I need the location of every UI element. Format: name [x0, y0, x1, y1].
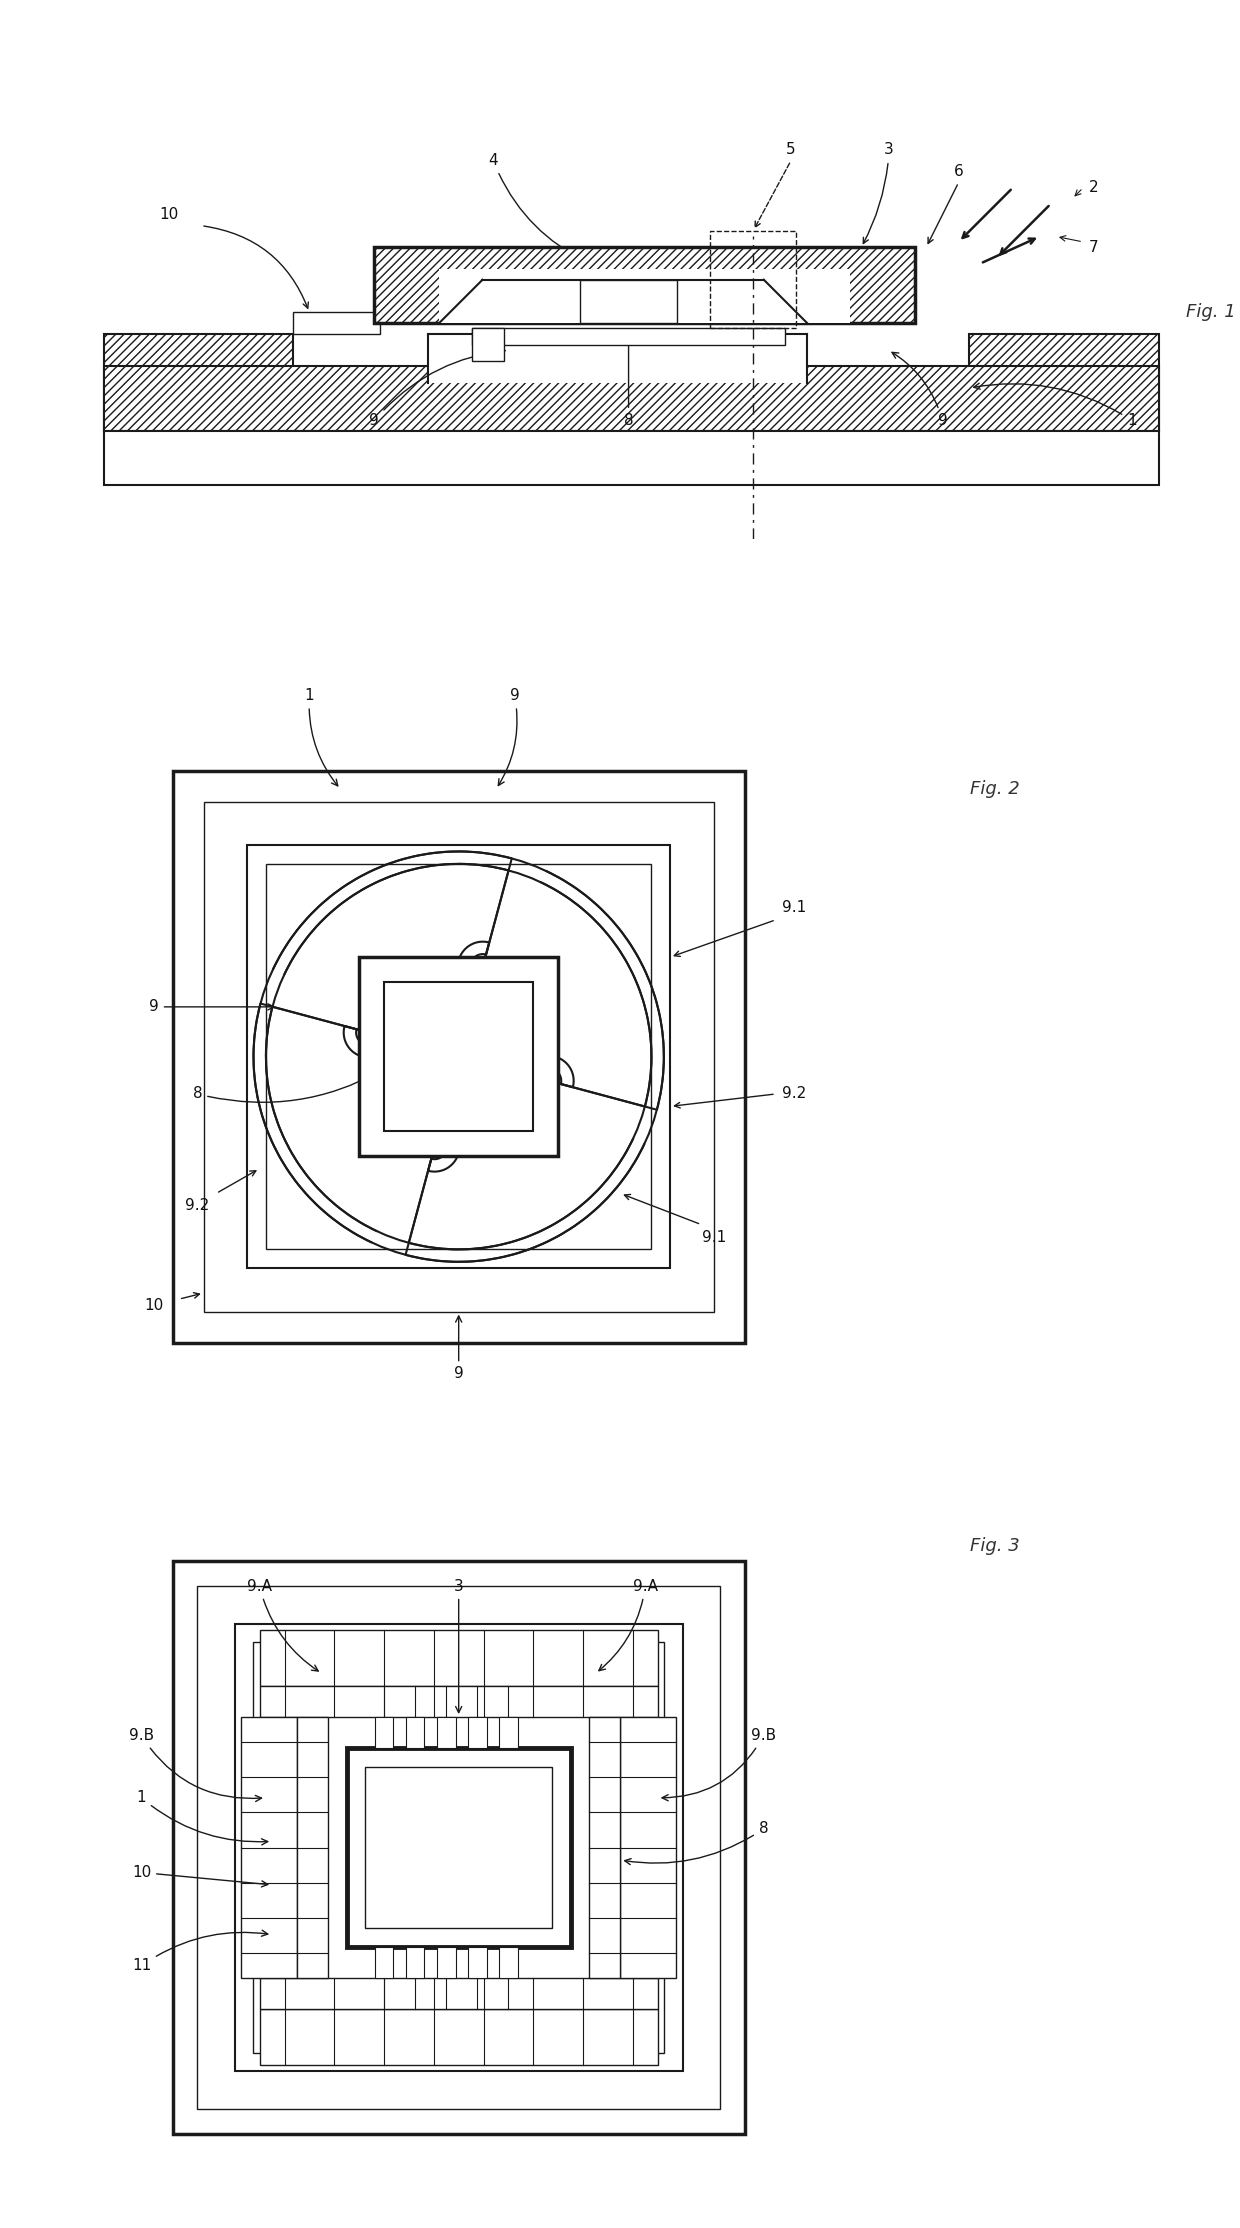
Bar — [709, 232, 796, 328]
Bar — [104, 432, 1159, 486]
Text: 9.A: 9.A — [247, 1580, 319, 1671]
Text: 1: 1 — [973, 383, 1137, 428]
Bar — [241, 1718, 296, 1978]
Text: Fig. 1: Fig. 1 — [1185, 303, 1235, 321]
Text: 9.B: 9.B — [662, 1729, 776, 1800]
Bar — [347, 1749, 570, 1947]
Text: 7: 7 — [1089, 241, 1099, 254]
Bar — [296, 1718, 329, 1978]
Bar — [259, 1687, 657, 1718]
Bar — [580, 281, 677, 323]
Bar — [436, 1718, 455, 1749]
Bar — [471, 328, 785, 345]
Bar — [500, 1718, 518, 1749]
Text: 9: 9 — [498, 688, 520, 786]
Bar — [247, 844, 670, 1268]
Text: 9.1: 9.1 — [702, 1230, 725, 1245]
Bar — [259, 1631, 657, 1687]
Bar — [259, 2010, 657, 2065]
Bar — [405, 1718, 424, 1749]
Text: 10: 10 — [144, 1299, 164, 1312]
Bar — [500, 1947, 518, 1978]
Bar — [360, 958, 558, 1156]
Bar — [366, 1767, 552, 1929]
Bar — [436, 1947, 455, 1978]
Bar — [253, 1642, 663, 2052]
Bar — [471, 328, 505, 361]
Text: 8: 8 — [625, 1823, 769, 1865]
Text: 9.2: 9.2 — [185, 1199, 210, 1214]
Bar — [374, 247, 915, 323]
Text: 5: 5 — [786, 143, 796, 158]
Bar — [589, 1718, 620, 1978]
Text: 9: 9 — [892, 352, 947, 428]
Bar — [104, 365, 1159, 432]
Text: 1: 1 — [305, 688, 337, 786]
Text: 3: 3 — [454, 1580, 464, 1713]
Bar — [234, 1624, 682, 2072]
Text: Fig. 3: Fig. 3 — [970, 1537, 1019, 1555]
Text: 3: 3 — [883, 143, 893, 158]
Text: 2: 2 — [1089, 180, 1099, 196]
Text: 8: 8 — [192, 1072, 381, 1103]
Bar — [197, 1586, 720, 2108]
Text: 9.B: 9.B — [129, 1729, 262, 1802]
Bar — [374, 1718, 393, 1749]
Bar — [620, 1718, 676, 1978]
Text: 9.A: 9.A — [599, 1580, 657, 1671]
Text: 9.1: 9.1 — [782, 900, 807, 916]
Text: 9: 9 — [454, 1317, 464, 1381]
Bar — [467, 1718, 486, 1749]
Bar — [104, 334, 293, 432]
Text: 9.2: 9.2 — [782, 1087, 807, 1101]
Bar — [265, 864, 651, 1250]
Bar — [374, 1947, 393, 1978]
Bar — [405, 1947, 424, 1978]
Text: 4: 4 — [489, 154, 587, 263]
Bar — [203, 802, 714, 1312]
Text: 1: 1 — [136, 1791, 268, 1845]
Text: 9: 9 — [370, 348, 505, 428]
Bar — [970, 334, 1159, 432]
Bar — [384, 983, 533, 1132]
Bar — [172, 1562, 745, 2134]
Text: 10: 10 — [131, 1865, 268, 1887]
Text: 10: 10 — [159, 207, 179, 223]
Bar — [293, 312, 379, 334]
Text: 8: 8 — [624, 339, 634, 428]
Text: 9: 9 — [149, 1000, 274, 1014]
Bar — [428, 334, 807, 383]
Bar — [259, 1978, 657, 2010]
Text: Fig. 2: Fig. 2 — [970, 780, 1019, 798]
Text: 11: 11 — [131, 1929, 268, 1974]
Bar — [467, 1947, 486, 1978]
Text: 6: 6 — [954, 165, 963, 178]
Bar — [439, 270, 851, 323]
Bar — [172, 771, 745, 1343]
